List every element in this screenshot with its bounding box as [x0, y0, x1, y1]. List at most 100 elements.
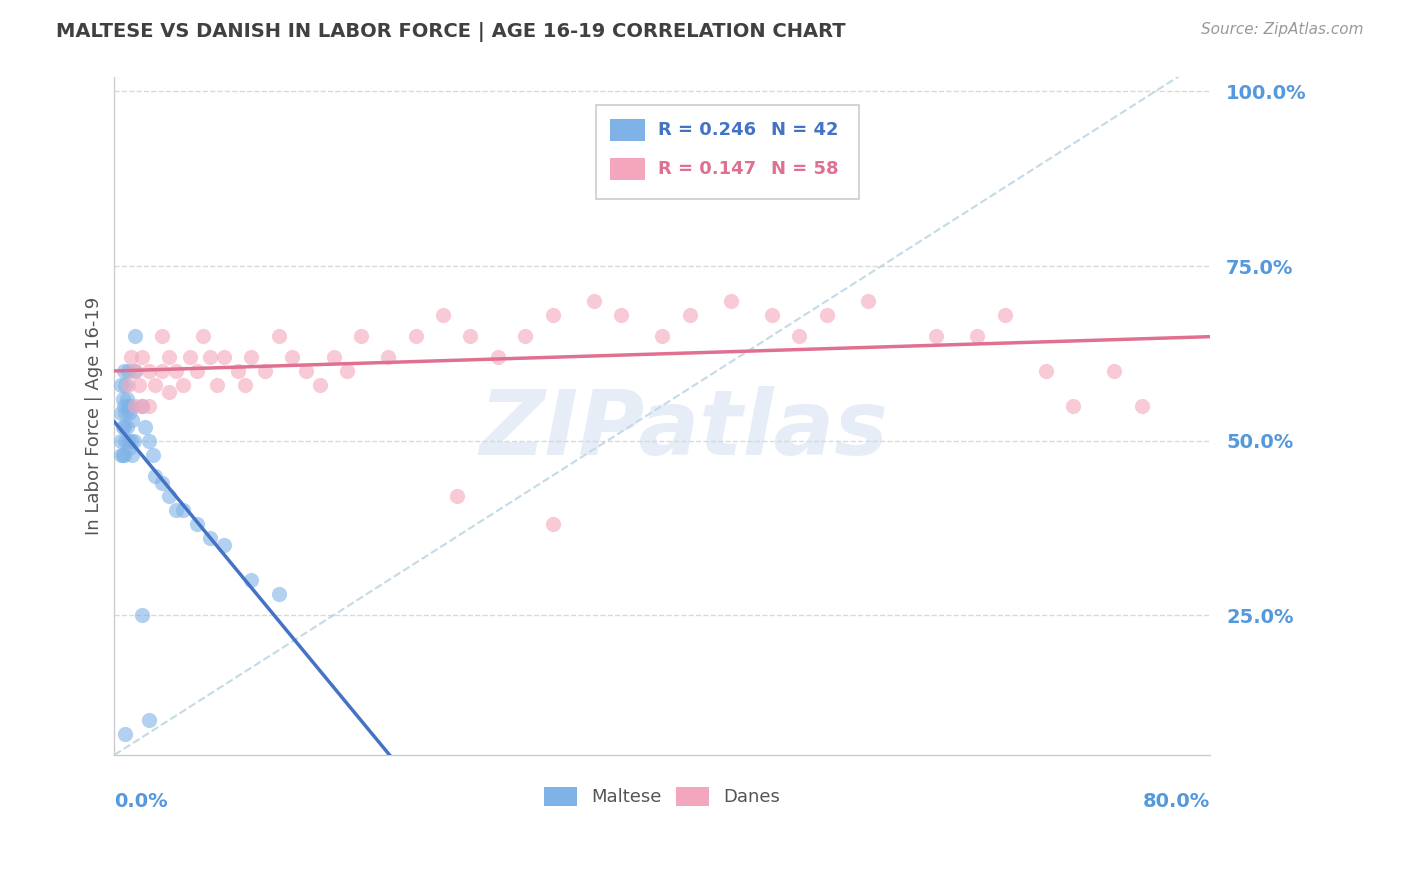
Point: [157, 384, 180, 399]
Point: [925, 329, 948, 343]
Point: [110, 434, 132, 448]
Point: [761, 308, 783, 322]
Point: [233, 377, 256, 392]
Point: [240, 350, 263, 364]
Point: [111, 448, 134, 462]
Point: [336, 364, 359, 378]
Point: [118, 441, 141, 455]
Point: [121, 448, 143, 462]
Point: [994, 308, 1017, 322]
Y-axis label: In Labor Force | Age 16-19: In Labor Force | Age 16-19: [86, 297, 103, 535]
Point: [110, 406, 132, 420]
Point: [1035, 364, 1057, 378]
Point: [267, 329, 290, 343]
Point: [966, 329, 988, 343]
Point: [515, 329, 537, 343]
Point: [405, 329, 427, 343]
Point: [446, 490, 468, 504]
Point: [720, 293, 742, 308]
Point: [212, 350, 235, 364]
Point: [112, 364, 135, 378]
Point: [205, 377, 228, 392]
Point: [460, 329, 482, 343]
FancyBboxPatch shape: [610, 158, 645, 179]
Point: [110, 448, 132, 462]
Legend: Maltese, Danes: Maltese, Danes: [537, 780, 787, 814]
Point: [138, 399, 160, 413]
Text: N = 58: N = 58: [770, 160, 838, 178]
Point: [117, 364, 139, 378]
Point: [128, 377, 150, 392]
Point: [350, 329, 373, 343]
Point: [150, 475, 173, 490]
Point: [678, 308, 700, 322]
Point: [226, 364, 249, 378]
Point: [114, 727, 136, 741]
Point: [193, 329, 215, 343]
Text: N = 42: N = 42: [770, 121, 838, 139]
Point: [124, 364, 146, 378]
Point: [254, 364, 277, 378]
Text: R = 0.246: R = 0.246: [658, 121, 756, 139]
Point: [114, 406, 136, 420]
Text: 80.0%: 80.0%: [1143, 792, 1211, 811]
Point: [111, 419, 134, 434]
Point: [112, 448, 135, 462]
Point: [117, 377, 139, 392]
FancyBboxPatch shape: [610, 120, 645, 141]
Point: [186, 517, 208, 532]
Point: [1102, 364, 1125, 378]
Point: [118, 406, 141, 420]
Point: [120, 434, 142, 448]
Point: [541, 517, 564, 532]
Point: [172, 503, 194, 517]
Point: [541, 308, 564, 322]
Point: [432, 308, 454, 322]
Point: [150, 329, 173, 343]
Point: [186, 364, 208, 378]
Point: [281, 350, 304, 364]
Point: [200, 532, 222, 546]
Point: [131, 399, 153, 413]
Point: [131, 608, 153, 623]
Point: [1130, 399, 1153, 413]
Point: [114, 434, 136, 448]
Point: [115, 392, 138, 406]
Point: [165, 503, 187, 517]
Point: [138, 364, 160, 378]
Point: [651, 329, 673, 343]
Point: [377, 350, 399, 364]
Point: [582, 293, 605, 308]
Point: [150, 364, 173, 378]
Point: [120, 350, 142, 364]
Point: [157, 350, 180, 364]
Point: [134, 419, 156, 434]
Text: ZIPatlas: ZIPatlas: [479, 385, 889, 474]
Point: [240, 574, 263, 588]
Point: [856, 293, 879, 308]
Point: [124, 329, 146, 343]
Point: [787, 329, 810, 343]
Point: [120, 399, 142, 413]
Point: [115, 419, 138, 434]
Point: [610, 308, 633, 322]
Point: [131, 399, 153, 413]
Point: [112, 419, 135, 434]
Point: [111, 392, 134, 406]
Point: [145, 377, 167, 392]
Point: [117, 434, 139, 448]
Point: [486, 350, 509, 364]
Point: [112, 399, 135, 413]
Point: [124, 399, 146, 413]
Point: [1062, 399, 1084, 413]
Point: [322, 350, 344, 364]
Point: [179, 350, 201, 364]
Point: [165, 364, 187, 378]
Point: [122, 434, 145, 448]
Point: [212, 538, 235, 552]
Point: [110, 377, 132, 392]
Point: [131, 350, 153, 364]
Point: [145, 468, 167, 483]
Text: MALTESE VS DANISH IN LABOR FORCE | AGE 16-19 CORRELATION CHART: MALTESE VS DANISH IN LABOR FORCE | AGE 1…: [56, 22, 846, 42]
Point: [121, 412, 143, 426]
